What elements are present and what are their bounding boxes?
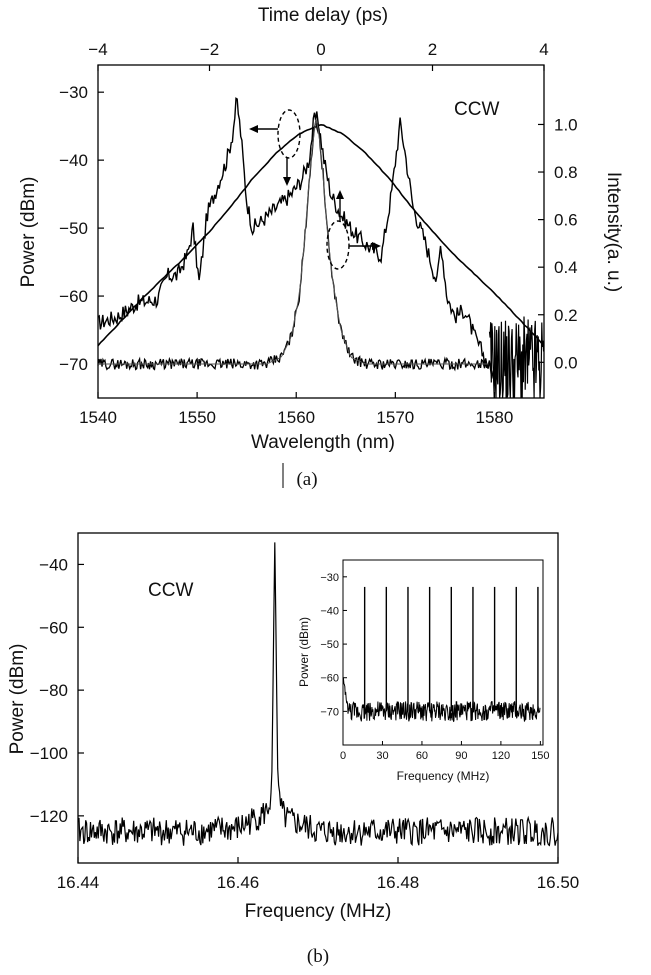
inset-y-tick-label: −60 (320, 673, 339, 685)
left-dashed-ellipse (277, 109, 301, 159)
panel-a-right-tick-label: 0.6 (554, 211, 578, 230)
inset-y-tick-label: −40 (320, 605, 339, 617)
panel-b-x-tick-label: 16.48 (377, 873, 420, 892)
inset-noise-floor-series (342, 677, 541, 723)
panel-a-top-tick-label: 4 (539, 40, 548, 59)
inset-y-axis-label: Power (dBm) (297, 617, 311, 687)
panel-a-y-tick-label: −50 (59, 219, 88, 238)
panel-b-x-tick-label: 16.50 (537, 873, 580, 892)
panel-a-arrow-annotations (249, 109, 381, 270)
panel-a-annotation: CCW (454, 99, 499, 120)
inset-x-tick-label: 120 (492, 750, 510, 762)
panel-b-chart: 16.44 16.46 16.48 16.50 −120 −100 −80 −60 −40 CC… (7, 532, 580, 967)
panel-a-y-axis-label: Power (dBm) (18, 177, 39, 288)
panel-b-x-axis-label: Frequency (MHz) (245, 901, 392, 922)
inset-x-tick-label: 90 (455, 750, 467, 762)
inset-x-axis-label: Frequency (MHz) (397, 769, 490, 783)
panel-a-top-axis-label: Time delay (ps) (258, 5, 388, 26)
panel-a-x-tick-label: 1540 (79, 408, 117, 427)
panel-a-right-tick-label: 0.4 (554, 258, 578, 277)
panel-a-chart: 1540 1550 1560 1570 1580 −70 −60 −50 −40 −30 −4 −2 0… (18, 5, 624, 490)
panel-b-annotation: CCW (148, 580, 193, 601)
panel-a-top-tick-label: −2 (200, 40, 219, 59)
inset-y-tick-label: −50 (320, 639, 339, 651)
panel-b-inset-chart: 0 30 60 90 120 150 −70 −60 −50 −40 −30 Frequency (… (297, 559, 550, 783)
panel-a-y-tick-label: −60 (59, 287, 88, 306)
panel-a-top-tick-label: −4 (88, 40, 107, 59)
inset-x-tick-label: 60 (416, 750, 428, 762)
panel-b-plot-frame (77, 532, 559, 864)
arrow-down-head (283, 177, 291, 186)
inset-x-tick-label: 0 (340, 750, 346, 762)
arrow-right-head (372, 242, 381, 250)
inset-x-tick-label: 30 (376, 750, 388, 762)
panel-a-spectrum-series (97, 97, 495, 379)
panel-a-pulse-fit (98, 119, 489, 365)
right-dashed-ellipse (326, 220, 350, 270)
panel-a-pulse-series (97, 119, 491, 372)
inset-y-tick-label: −70 (320, 706, 339, 718)
panel-b-y-axis-label: Power (dBm) (7, 644, 28, 755)
panel-a-top-tick-label: 2 (428, 40, 437, 59)
panel-a-y-tick-label: −30 (59, 83, 88, 102)
panel-b-y-tick-label: −120 (30, 807, 68, 826)
inset-x-tick-label: 150 (531, 750, 549, 762)
panel-b-y-tick-label: −100 (30, 744, 68, 763)
panel-a-right-tick-label: 0.2 (554, 306, 578, 325)
panel-a-x-tick-label: 1570 (376, 408, 414, 427)
panel-a-right-tick-label: 1.0 (554, 115, 578, 134)
panel-a-right-tick-label: 0.0 (554, 353, 578, 372)
panel-a-y-tick-label: −40 (59, 151, 88, 170)
panel-b-spectrum-series (77, 542, 559, 847)
panel-a-right-tick-label: 0.8 (554, 163, 578, 182)
panel-a-x-tick-label: 1550 (178, 408, 216, 427)
panel-b-caption: (b) (307, 946, 329, 967)
arrow-up-head (336, 190, 344, 199)
panel-b-y-tick-label: −60 (39, 618, 68, 637)
panel-b-x-tick-label: 16.46 (217, 873, 260, 892)
arrow-left-head (249, 125, 258, 133)
panel-b-y-tick-label: −80 (39, 681, 68, 700)
panel-a-right-axis-label: Intensity(a. u.) (603, 172, 624, 292)
panel-a-caption: (a) (296, 469, 317, 490)
panel-a-y-tick-label: −70 (59, 355, 88, 374)
panel-b-x-tick-label: 16.44 (57, 873, 100, 892)
panel-a-noise-band (488, 316, 545, 399)
panel-b-y-tick-label: −40 (39, 555, 68, 574)
panel-a-autocorrelation-series (97, 123, 545, 347)
panel-a-x-tick-label: 1580 (476, 408, 514, 427)
panel-a-top-tick-label: 0 (316, 40, 325, 59)
inset-y-tick-label: −30 (320, 572, 339, 584)
panel-a-x-axis-label: Wavelength (nm) (251, 432, 395, 453)
panel-a-x-tick-label: 1560 (277, 408, 315, 427)
